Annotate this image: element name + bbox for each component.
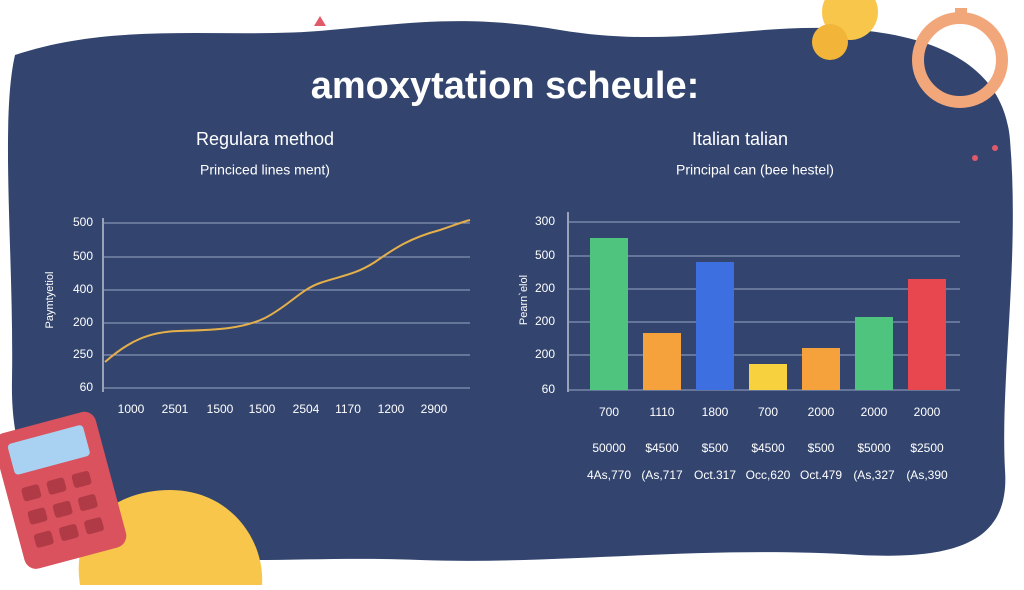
right-heading: Italian talian — [692, 129, 788, 149]
bar — [908, 279, 946, 390]
x-tick-label: 700 — [599, 405, 619, 419]
x-tick-label: 1170 — [335, 402, 361, 416]
x-tick-label: 1000 — [118, 402, 145, 416]
y-tick-label: 500 — [73, 249, 93, 263]
x-tick-label: 2000 — [914, 405, 941, 419]
date-label: Oct.317 — [694, 468, 736, 482]
x-tick-label: 1110 — [650, 405, 675, 419]
x-tick-label: 2000 — [808, 405, 835, 419]
x-tick-label: 1800 — [702, 405, 729, 419]
y-tick-label: 200 — [73, 315, 93, 329]
date-label: (As,717 — [641, 468, 683, 482]
date-label: Occ,620 — [746, 468, 791, 482]
amount-label: $500 — [702, 441, 729, 455]
x-tick-label: 2501 — [162, 402, 189, 416]
x-tick-label: 2504 — [293, 402, 320, 416]
y-axis-label: Paymtyetiol — [44, 272, 56, 329]
calculator — [0, 411, 127, 569]
date-label: (As,327 — [853, 468, 895, 482]
right-subheading: Principal can (bee hestel) — [676, 162, 834, 178]
bar — [696, 262, 734, 390]
line — [104, 219, 471, 363]
x-tick-label: 2000 — [861, 405, 888, 419]
amount-label: $4500 — [751, 441, 785, 455]
left-heading: Regulara method — [196, 129, 334, 149]
amount-label: $2500 — [910, 441, 944, 455]
y-tick-label: 300 — [535, 214, 555, 228]
y-tick-label: 60 — [80, 380, 94, 394]
coins — [812, 0, 1008, 161]
date-label: Oct.479 — [800, 468, 842, 482]
amount-label: $500 — [808, 441, 835, 455]
x-tick-label: 700 — [758, 405, 778, 419]
y-tick-label: 60 — [542, 382, 556, 396]
left-subheading: Princiced lines ment) — [200, 162, 330, 178]
bar — [855, 317, 893, 390]
x-tick-label: 1500 — [207, 402, 234, 416]
y-tick-label: 200 — [535, 347, 555, 361]
title: amoxytation scheule: — [311, 65, 700, 107]
x-tick-label: 1500 — [249, 402, 276, 416]
triangle — [314, 16, 326, 26]
amount-label: 50000 — [592, 441, 626, 455]
bar — [643, 333, 681, 390]
bar — [802, 348, 840, 390]
y-tick-label: 400 — [73, 282, 93, 296]
date-label: (As,390 — [906, 468, 948, 482]
bars — [590, 238, 946, 390]
bar — [590, 238, 628, 390]
y-tick-label: 500 — [73, 215, 93, 229]
y-tick-label: 200 — [535, 281, 555, 295]
yellow-blob — [78, 490, 263, 585]
x-tick-label: 1200 — [378, 402, 405, 416]
y-axis-label: Pearn`elol — [518, 275, 530, 325]
amount-label: $5000 — [857, 441, 891, 455]
y-tick-label: 200 — [535, 314, 555, 328]
y-tick-label: 500 — [535, 248, 555, 262]
background-blob — [7, 21, 1013, 561]
x-tick-label: 2900 — [421, 402, 448, 416]
y-tick-label: 250 — [73, 347, 93, 361]
amount-label: $4500 — [645, 441, 679, 455]
date-label: 4As,770 — [587, 468, 631, 482]
bar — [749, 364, 787, 390]
